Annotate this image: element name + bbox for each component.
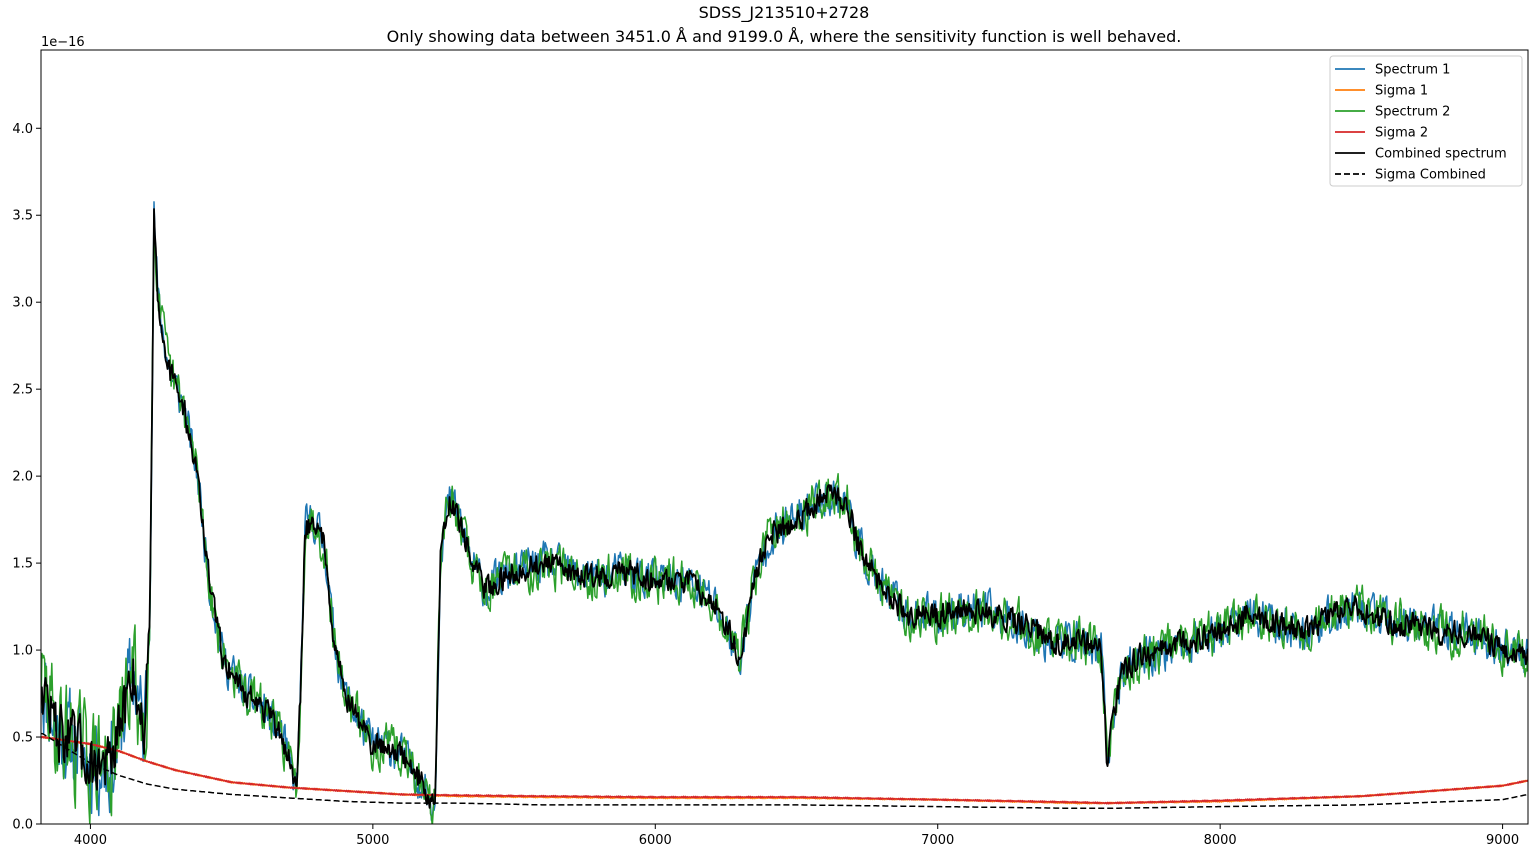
x-axis: 4000 5000 6000 7000 8000 9000 xyxy=(74,824,1519,848)
legend-label: Spectrum 2 xyxy=(1375,105,1450,120)
legend-label: Sigma 2 xyxy=(1375,126,1428,141)
legend-label: Sigma 1 xyxy=(1375,84,1428,99)
y-axis: 0.0 0.5 1.0 1.5 2.0 2.5 3.0 3.5 4.0 xyxy=(12,122,41,833)
series-line-sigma-1 xyxy=(41,736,1528,805)
chart-title: SDSS_J213510+2728 xyxy=(699,3,870,23)
chart-subtitle: Only showing data between 3451.0 Å and 9… xyxy=(387,27,1182,46)
y-tick-label: 3.5 xyxy=(12,209,33,224)
legend-label: Sigma Combined xyxy=(1375,168,1486,183)
y-offset-text: 1e−16 xyxy=(41,35,85,50)
y-tick-label: 4.0 xyxy=(12,122,33,137)
series-line-sigma-combined xyxy=(41,732,1528,810)
y-tick-label: 2.0 xyxy=(12,470,33,485)
x-tick-label: 4000 xyxy=(74,833,107,848)
y-tick-label: 3.0 xyxy=(12,296,33,311)
y-tick-label: 0.5 xyxy=(12,731,33,746)
legend-box xyxy=(1329,55,1523,187)
y-tick-label: 0.0 xyxy=(12,818,33,833)
y-tick-label: 1.0 xyxy=(12,644,33,659)
series-line-combined-spectrum xyxy=(41,208,1528,809)
x-tick-label: 9000 xyxy=(1486,833,1519,848)
series-line-sigma-2 xyxy=(41,735,1528,805)
legend: Spectrum 1 Sigma 1 Spectrum 2 Sigma 2 Combin… xyxy=(1329,55,1523,187)
legend-label: Combined spectrum xyxy=(1375,147,1507,162)
series-line-spectrum-2 xyxy=(41,218,1528,824)
x-tick-label: 6000 xyxy=(639,833,672,848)
legend-label: Spectrum 1 xyxy=(1375,63,1450,78)
plot-frame xyxy=(40,49,1529,825)
series-layer xyxy=(41,201,1528,824)
y-tick-label: 2.5 xyxy=(12,383,33,398)
x-tick-label: 5000 xyxy=(356,833,389,848)
y-tick-label: 1.5 xyxy=(12,557,33,572)
x-tick-label: 8000 xyxy=(1204,833,1237,848)
x-tick-label: 7000 xyxy=(921,833,954,848)
